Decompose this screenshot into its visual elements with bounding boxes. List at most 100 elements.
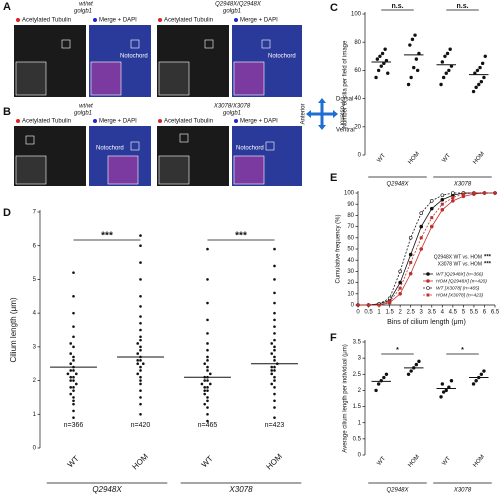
gene: golgb1 bbox=[223, 111, 241, 117]
data-point bbox=[273, 386, 276, 389]
data-point bbox=[69, 352, 72, 355]
data-point bbox=[139, 328, 142, 332]
data-point bbox=[206, 247, 209, 251]
x-tick-label: WT bbox=[376, 153, 387, 164]
y-tick-label: 3 bbox=[358, 356, 362, 362]
x-tick-label: 4 bbox=[441, 310, 445, 316]
legend-label: HOM [X3078] (n=423) bbox=[436, 292, 483, 298]
gene: golgb1 bbox=[74, 9, 92, 15]
data-point bbox=[139, 294, 142, 298]
series-marker bbox=[377, 303, 381, 307]
x-tick-label: WT bbox=[66, 454, 81, 469]
data-point bbox=[139, 389, 142, 392]
data-point bbox=[273, 355, 276, 359]
data-point bbox=[72, 402, 75, 406]
legend-label: WT [X3078] (n=465) bbox=[436, 285, 480, 291]
data-point bbox=[273, 332, 276, 335]
data-point bbox=[439, 82, 443, 87]
data-point bbox=[139, 335, 142, 339]
x-tick-label: WT bbox=[376, 456, 387, 467]
data-point bbox=[270, 372, 274, 376]
data-point bbox=[206, 386, 209, 389]
stain-label: Merge + DAPI bbox=[240, 18, 278, 24]
y-tick-label: 1.5 bbox=[353, 404, 362, 410]
y-tick-label: 10 bbox=[347, 291, 354, 297]
y-tick-label: 80 bbox=[354, 40, 361, 46]
data-point bbox=[206, 301, 209, 305]
data-point bbox=[471, 382, 476, 386]
data-point bbox=[206, 396, 209, 399]
data-point bbox=[447, 68, 451, 73]
data-point bbox=[203, 386, 206, 389]
data-point bbox=[139, 402, 142, 406]
data-point bbox=[139, 305, 142, 308]
annotation-mark: *** bbox=[484, 255, 492, 261]
data-point bbox=[206, 365, 209, 369]
data-point bbox=[273, 311, 276, 315]
data-point bbox=[72, 335, 75, 339]
data-point bbox=[273, 264, 276, 268]
y-tick-label: 1 bbox=[33, 412, 37, 418]
y-tick-label: 60 bbox=[347, 235, 354, 241]
data-point bbox=[139, 412, 142, 416]
data-point bbox=[72, 409, 75, 413]
data-point bbox=[270, 382, 274, 386]
y-tick-label: 2 bbox=[358, 388, 362, 394]
data-point bbox=[136, 352, 139, 355]
data-point bbox=[206, 399, 209, 403]
data-point bbox=[72, 359, 75, 362]
y-tick-label: 40 bbox=[347, 258, 354, 264]
data-point bbox=[449, 64, 454, 68]
data-point bbox=[382, 375, 386, 380]
data-point bbox=[409, 75, 413, 80]
data-point bbox=[273, 345, 276, 349]
data-point bbox=[386, 71, 390, 75]
group-label: Q2948X bbox=[92, 485, 122, 494]
genotype: Q2948X/Q2948X bbox=[215, 2, 262, 8]
data-point bbox=[75, 372, 78, 376]
data-point bbox=[203, 379, 206, 382]
legend-dot bbox=[234, 18, 238, 22]
x-tick-label: 5 bbox=[462, 310, 466, 316]
data-point bbox=[139, 315, 142, 318]
legend-dot bbox=[158, 18, 162, 22]
orientation-cross bbox=[306, 98, 338, 130]
data-point bbox=[408, 43, 412, 47]
data-point bbox=[473, 71, 477, 75]
y-axis-label: Number of cilia per field of image bbox=[343, 40, 349, 128]
data-point bbox=[445, 51, 450, 56]
region-label: Notochord bbox=[268, 54, 296, 60]
data-point bbox=[69, 375, 72, 379]
y-tick-label: 0 bbox=[33, 446, 37, 452]
data-point bbox=[374, 388, 378, 393]
series-marker bbox=[419, 224, 424, 229]
data-point bbox=[270, 369, 274, 372]
x-tick-label: WT bbox=[200, 454, 215, 469]
series-marker bbox=[440, 197, 445, 202]
data-point bbox=[69, 386, 72, 389]
micrographs bbox=[14, 25, 302, 97]
data-point bbox=[72, 271, 75, 274]
legend-dot bbox=[16, 119, 20, 123]
x-tick-label: 2.5 bbox=[407, 310, 416, 316]
y-tick-label: 100 bbox=[351, 12, 362, 18]
x-tick-label: 3.5 bbox=[428, 310, 437, 316]
data-point bbox=[273, 291, 276, 295]
data-point bbox=[413, 33, 417, 37]
data-point bbox=[139, 365, 142, 369]
y-tick-label: 60 bbox=[354, 68, 361, 74]
data-point bbox=[415, 68, 420, 73]
n-label: n=423 bbox=[265, 422, 285, 429]
gene: golgb1 bbox=[223, 9, 241, 15]
data-point bbox=[75, 382, 78, 386]
n-label: n=366 bbox=[64, 422, 84, 429]
x-tick-label: HOM bbox=[407, 151, 421, 166]
data-point bbox=[479, 372, 484, 376]
series-marker bbox=[419, 247, 424, 251]
series-marker bbox=[451, 191, 455, 195]
data-point bbox=[375, 57, 380, 61]
data-point bbox=[378, 54, 382, 58]
series-marker bbox=[429, 199, 434, 203]
legend-label: WT [Q2948X] (n=366) bbox=[436, 271, 483, 277]
